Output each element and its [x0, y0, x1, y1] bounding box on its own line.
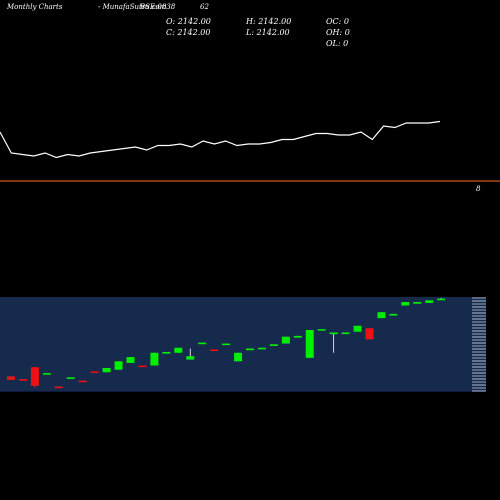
ol-value: OL: 0 [326, 39, 348, 48]
candlestick-series [7, 297, 446, 389]
oh-value: OH: 0 [326, 28, 350, 37]
candle-body [293, 335, 302, 338]
value-label: 62 [200, 3, 209, 11]
candle-body [126, 357, 135, 363]
candle-body [54, 386, 63, 389]
candle-body [329, 332, 338, 335]
candle-body [42, 373, 51, 375]
candle-body [305, 329, 314, 358]
candle-body [138, 365, 147, 368]
open-value: O: 2142.00 [166, 17, 211, 26]
candle-body [18, 379, 27, 381]
candle-body [413, 302, 422, 304]
candle-body [425, 300, 434, 303]
candle-body [269, 344, 278, 346]
price-line-series [0, 120, 441, 159]
candle-body [377, 312, 386, 319]
candle-body [102, 368, 111, 373]
candle-body [162, 351, 171, 354]
candle-body [222, 343, 231, 346]
candle-body [66, 377, 75, 379]
panel-grid-lines [0, 297, 486, 391]
candle-body [317, 329, 326, 331]
close-value: C: 2142.00 [166, 28, 210, 37]
low-value: L: 2142.00 [245, 28, 290, 37]
brand-label: Monthly Charts [6, 3, 63, 11]
candle-body [30, 367, 39, 386]
candle-body [7, 376, 15, 380]
high-value: H: 2142.00 [245, 17, 291, 26]
candle-body [198, 342, 207, 345]
reference-label: 8 [476, 185, 481, 193]
candle-body [210, 349, 219, 352]
instrument-label: BSE:0838 [139, 3, 176, 11]
candle-body [353, 325, 362, 332]
candle-body [114, 361, 123, 370]
candle-body [174, 347, 183, 353]
candle-body [234, 352, 243, 362]
candle-body [389, 313, 398, 316]
candle-body [78, 380, 87, 383]
candle-body [341, 332, 350, 335]
candle-body [186, 356, 195, 360]
candle-body [281, 336, 290, 344]
candle-body [365, 328, 374, 340]
candle-body [246, 348, 254, 351]
panel-axis-ticks [472, 297, 486, 392]
oc-value: OC: 0 [326, 17, 349, 26]
candle-body [150, 352, 159, 366]
candle-body [401, 302, 410, 306]
candle-body [90, 371, 99, 373]
symbol-label: - MunafaSutra.com [98, 3, 167, 11]
candle-body [257, 347, 266, 350]
candle-body [437, 298, 446, 301]
